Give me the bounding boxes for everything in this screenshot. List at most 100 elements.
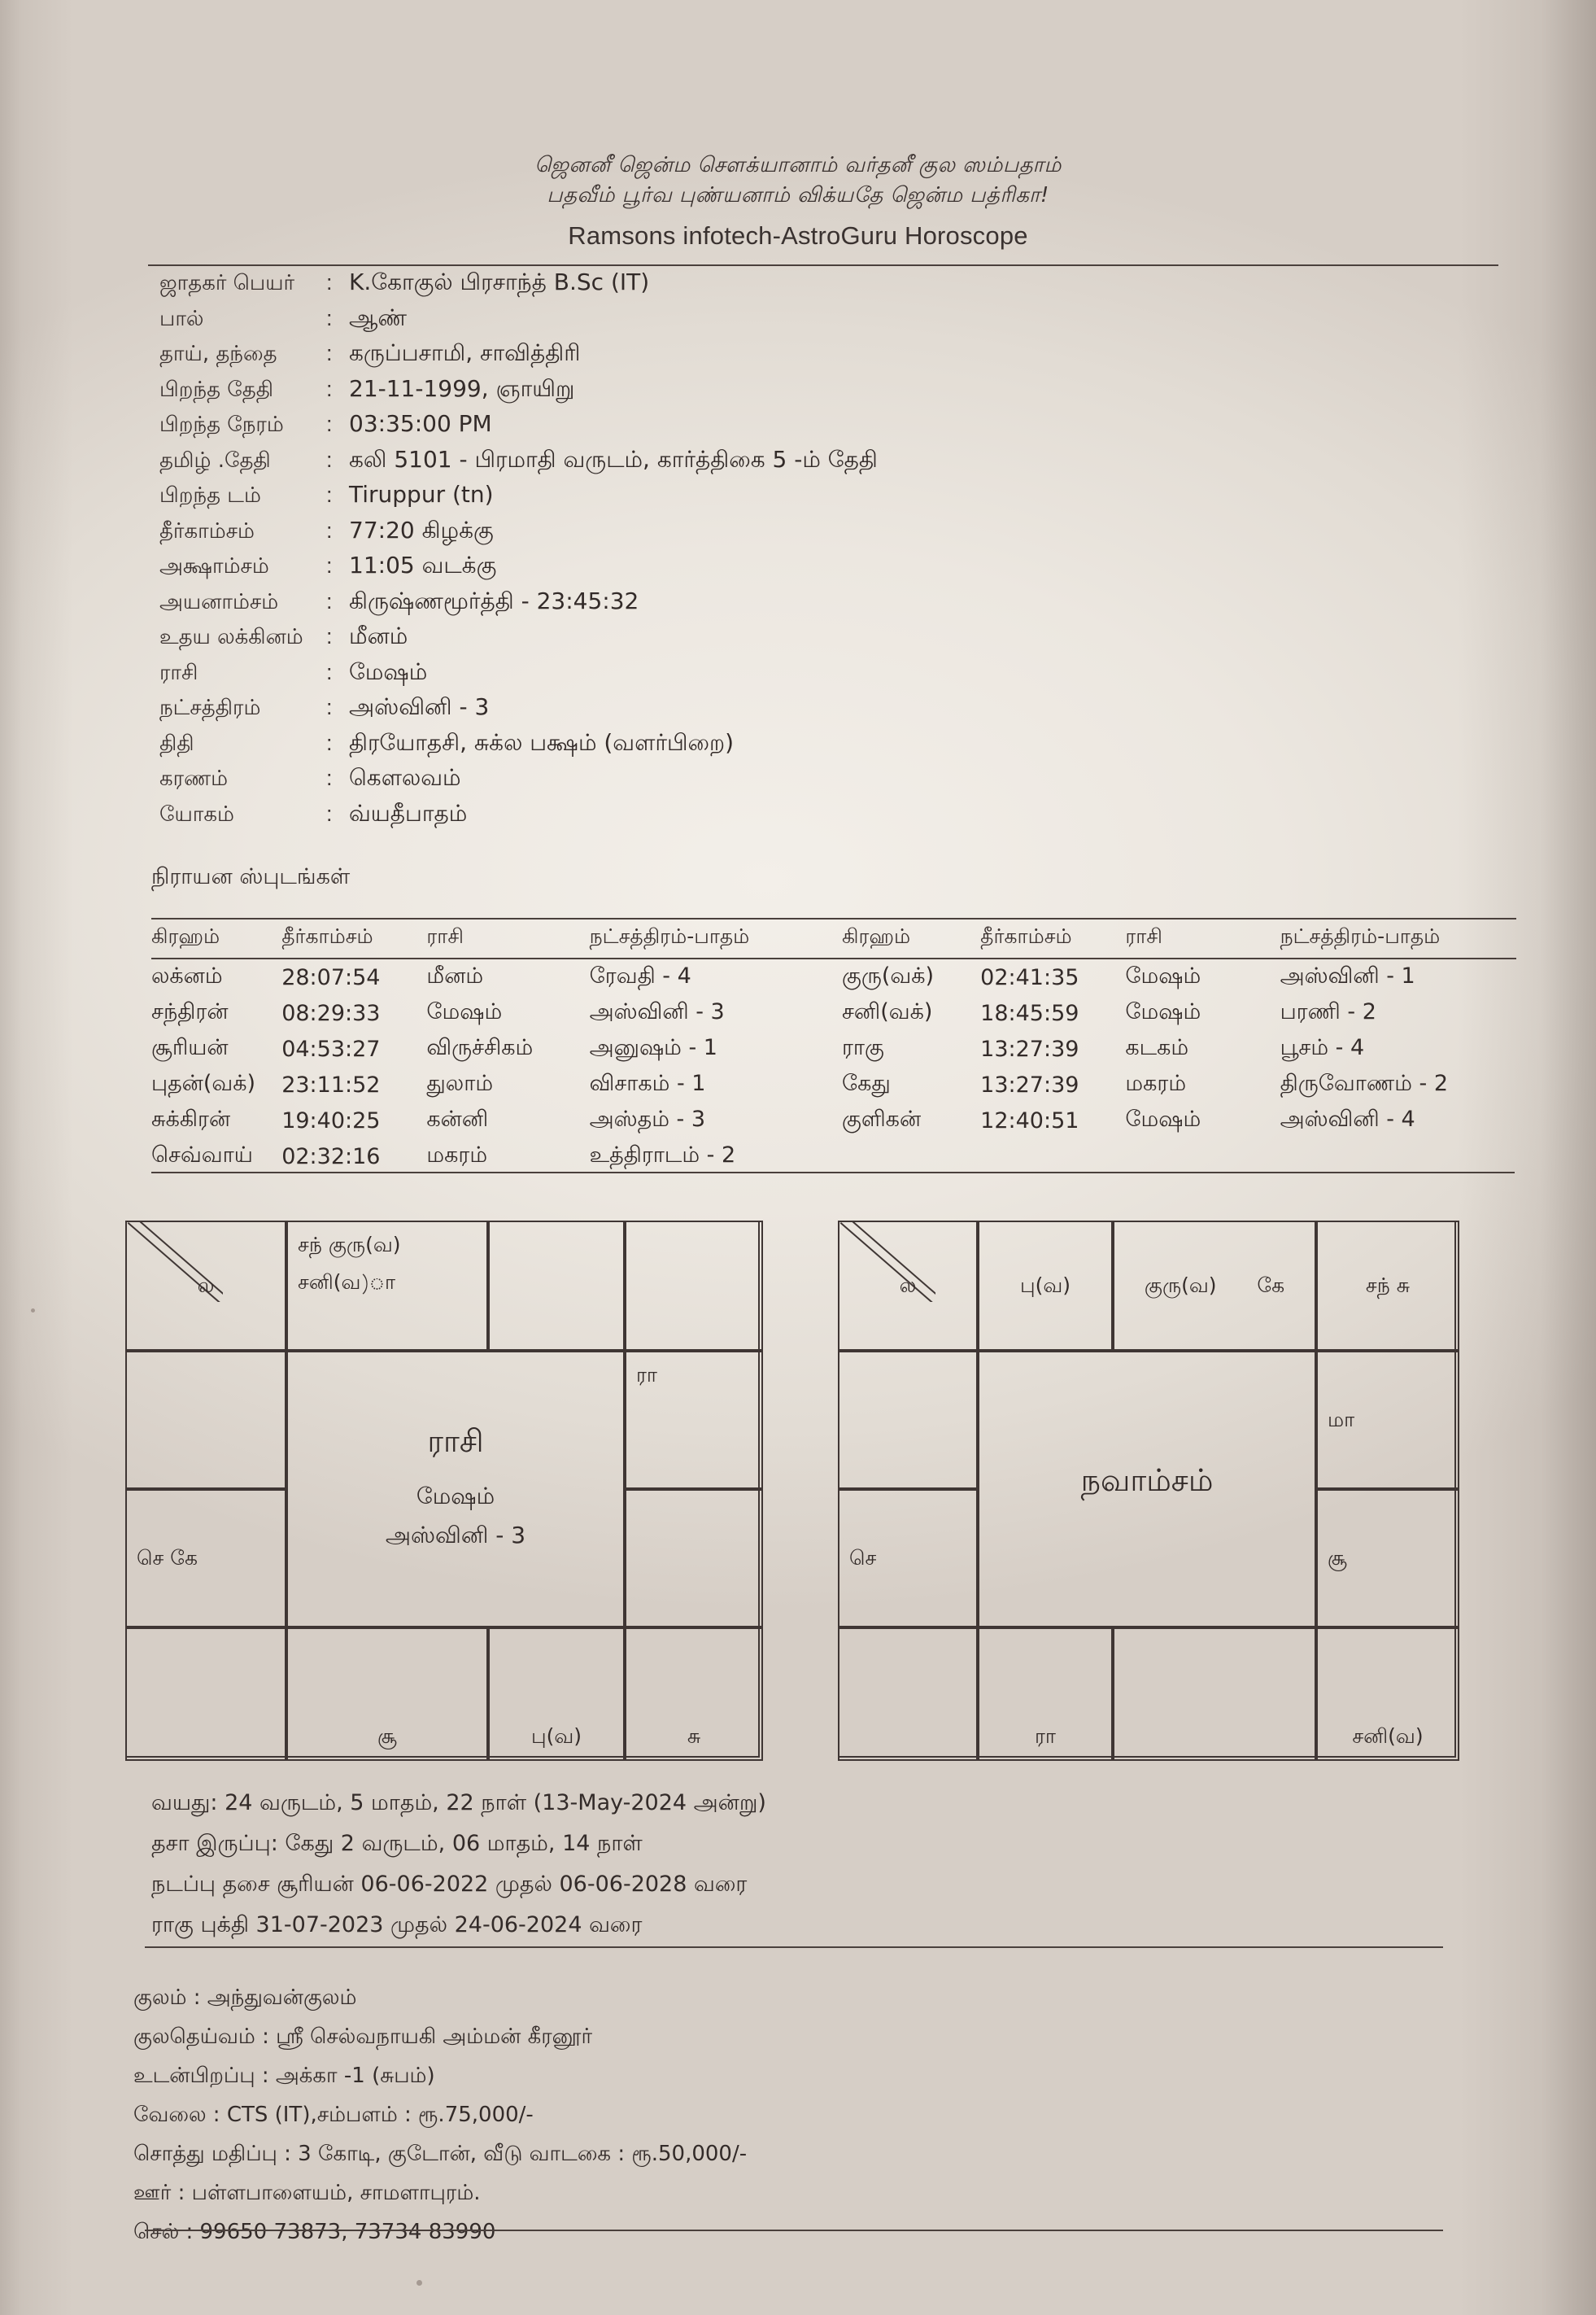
table-body: லக்னம் 28:07:54 மீனம் ரேவதி - 4 குரு(வக்) 02:…	[151, 959, 1516, 1174]
birth-detail-row: ராசி: மேஷம்	[159, 658, 1542, 694]
detail-colon: :	[326, 270, 333, 295]
table-cell: சூரியன்	[151, 1034, 229, 1060]
rasi-cell-r1c2: சந் குரு(வ) சனி(வ)ா	[286, 1221, 488, 1351]
birth-detail-value: கிருஷ்ணமூர்த்தி - 23:45:32	[349, 587, 639, 614]
detail-colon: :	[326, 695, 333, 719]
navamsam-cell-r4c3	[1113, 1627, 1316, 1761]
navamsam-cell-r4c1	[838, 1627, 978, 1761]
table-row: சுக்கிரன் 19:40:25 கன்னி அஸ்தம் - 3 குளிகன் 1…	[151, 1103, 1516, 1138]
detail-colon: :	[326, 518, 333, 543]
detail-colon: :	[326, 624, 333, 649]
family-divider	[145, 2230, 1443, 2231]
rasi-cell-r2c4-label: ரா	[636, 1363, 657, 1387]
birth-detail-label: அக்ஷாம்சம்	[159, 554, 269, 579]
table-cell: மகரம்	[426, 1142, 488, 1168]
birth-detail-row: கரணம்: கௌலவம்	[159, 764, 1542, 800]
header-slogan-line-2: பதவீம் பூர்வ புண்யனாம் விக்யதே ஜென்ம பத்…	[547, 183, 1049, 207]
table-cell: மேஷம்	[1125, 963, 1201, 989]
birth-detail-value: Tiruppur (tn)	[349, 481, 494, 508]
table-cell: அஸ்வினி - 1	[1280, 963, 1415, 989]
planetary-positions-table: கிரஹம் தீர்காம்சம் ராசி நட்சத்திரம்-பாதம் கி…	[151, 918, 1516, 1174]
birth-detail-label: ராசி	[159, 660, 198, 685]
navamsam-cell-r2c4-label: மா	[1328, 1407, 1355, 1431]
dasa-summary-line: வயது: 24 வருடம், 5 மாதம், 22 நாள் (13-Ma…	[151, 1790, 766, 1815]
navamsam-cell-r3c1: செ	[838, 1489, 978, 1627]
table-cell: குளிகன்	[841, 1106, 922, 1132]
paper-smudge	[416, 2280, 422, 2286]
header-title: Ramsons infotech-AstroGuru Horoscope	[568, 221, 1028, 250]
birth-detail-row: தமிழ் .தேதி: கலி 5101 - பிரமாதி வருடம், க…	[159, 446, 1542, 482]
table-cell: விருச்சிகம்	[426, 1034, 534, 1060]
birth-detail-row: நட்சத்திரம்: அஸ்வினி - 3	[159, 693, 1542, 729]
table-cell: அனுஷம் - 1	[589, 1034, 717, 1060]
navamsam-cell-r4c4: சனி(வ)	[1316, 1627, 1459, 1761]
navamsam-cell-r1c4: சந் சு	[1316, 1221, 1459, 1351]
birth-detail-row: பால்: ஆண்	[159, 304, 1542, 340]
table-column-header: நட்சத்திரம்-பாதம்	[589, 918, 842, 959]
family-detail-line: உடன்பிறப்பு : அக்கா -1 (சுபம்)	[133, 2064, 435, 2088]
navamsam-cell-r3c4: சூ	[1316, 1489, 1459, 1627]
table-cell: 12:40:51	[980, 1107, 1079, 1133]
header-slogan-line-1: ஜெனனீ ஜென்ம சௌக்யானாம் வர்தனீ குல ஸம்பதா…	[534, 153, 1062, 177]
table-cell: 19:40:25	[281, 1107, 381, 1133]
table-cell: கன்னி	[426, 1106, 489, 1132]
rasi-chart: ல சந் குரு(வ) சனி(வ)ா ரா செ கே ராசி மேஷம…	[125, 1221, 763, 1761]
navamsam-cell-r2c1	[838, 1351, 978, 1489]
rasi-cell-r1c3	[488, 1221, 625, 1351]
table-column-header: ராசி	[426, 918, 590, 959]
navamsam-cell-r1c4-label: சந் சு	[1365, 1273, 1411, 1297]
birth-detail-row: தாய், தந்தை: கருப்பசாமி, சாவித்திரி	[159, 339, 1542, 375]
birth-detail-value: திரயோதசி, சுக்ல பக்ஷம் (வளர்பிறை)	[349, 728, 735, 756]
table-cell: 02:41:35	[980, 964, 1079, 990]
birth-detail-value: 77:20 கிழக்கு	[349, 516, 494, 544]
table-cell: மேஷம்	[1125, 1106, 1201, 1132]
family-detail-line: குலதெய்வம் : ஸ்ரீ செல்வநாயகி அம்மன் கீரன…	[133, 2025, 593, 2049]
table-cell: குரு(வக்)	[841, 963, 935, 989]
detail-colon: :	[326, 412, 333, 436]
rasi-cell-r1c2-line2: சனி(வ)ா	[298, 1270, 396, 1295]
table-column-header: நட்சத்திரம்-பாதம்	[1280, 918, 1516, 959]
birth-detail-value: மீனம்	[349, 622, 408, 649]
birth-detail-label: ஜாதகர் பெயர்	[159, 271, 295, 295]
table-row: சூரியன் 04:53:27 விருச்சிகம் அனுஷம் - 1 ராகு…	[151, 1031, 1516, 1067]
table-cell: மேஷம்	[1125, 998, 1201, 1024]
birth-detail-label: திதி	[159, 731, 194, 756]
navamsam-cell-r4c4-label: சனி(வ)	[1352, 1723, 1424, 1748]
birth-detail-value: K.கோகுல் பிரசாந்த் B.Sc (IT)	[349, 269, 650, 295]
birth-detail-label: தீர்காம்சம்	[159, 518, 255, 544]
table-column-header: ராசி	[1125, 918, 1280, 959]
detail-colon: :	[326, 553, 333, 578]
detail-colon: :	[326, 483, 333, 507]
birth-detail-label: தமிழ் .தேதி	[159, 448, 271, 473]
navamsam-center-title: நவாம்சம்	[1080, 1462, 1214, 1498]
table-cell: புதன்(வக்)	[151, 1070, 256, 1096]
table-cell: விசாகம் - 1	[589, 1070, 706, 1096]
table-cell: 04:53:27	[281, 1036, 381, 1062]
table-cell: ராகு	[841, 1034, 884, 1060]
rasi-cell-r4c3-label: பு(வ)	[530, 1723, 582, 1748]
detail-colon: :	[326, 305, 333, 330]
birth-detail-value: 11:05 வடக்கு	[349, 552, 497, 579]
navamsam-chart-center: நவாம்சம்	[978, 1351, 1316, 1627]
birth-detail-row: உதய லக்கினம்: மீனம்	[159, 622, 1542, 658]
navamsam-lagna-label: ல	[899, 1273, 917, 1297]
birth-detail-label: கரணம்	[159, 767, 229, 791]
table-cell: மேஷம்	[426, 998, 503, 1024]
table-cell: 02:32:16	[281, 1143, 381, 1169]
navamsam-cell-r4c2: ரா	[978, 1627, 1113, 1761]
rasi-lagna-label: ல	[197, 1273, 215, 1297]
table-row: சந்திரன் 08:29:33 மேஷம் அஸ்வினி - 3 சனி(வக்)…	[151, 995, 1516, 1031]
detail-colon: :	[326, 341, 333, 365]
birth-detail-value: ஆண்	[349, 304, 408, 331]
table-column-header: தீர்காம்சம்	[281, 918, 427, 959]
rasi-cell-r4c2: சூ	[286, 1627, 488, 1761]
birth-detail-row: யோகம்: வ்யதீபாதம்	[159, 800, 1542, 836]
table-cell: சுக்கிரன்	[151, 1106, 231, 1132]
birth-detail-value: கலி 5101 - பிரமாதி வருடம், கார்த்திகை 5 …	[349, 445, 878, 473]
birth-detail-value: மேஷம்	[349, 657, 428, 685]
family-detail-line: செல் : 99650 73873, 73734 83990	[133, 2220, 496, 2244]
rasi-chart-center: ராசி மேஷம் அஸ்வினி - 3	[286, 1351, 625, 1627]
navamsam-cell-r1c3-label-b: கே	[1257, 1273, 1285, 1297]
planet-section-label: நிராயன ஸ்புடங்கள்	[151, 864, 351, 889]
